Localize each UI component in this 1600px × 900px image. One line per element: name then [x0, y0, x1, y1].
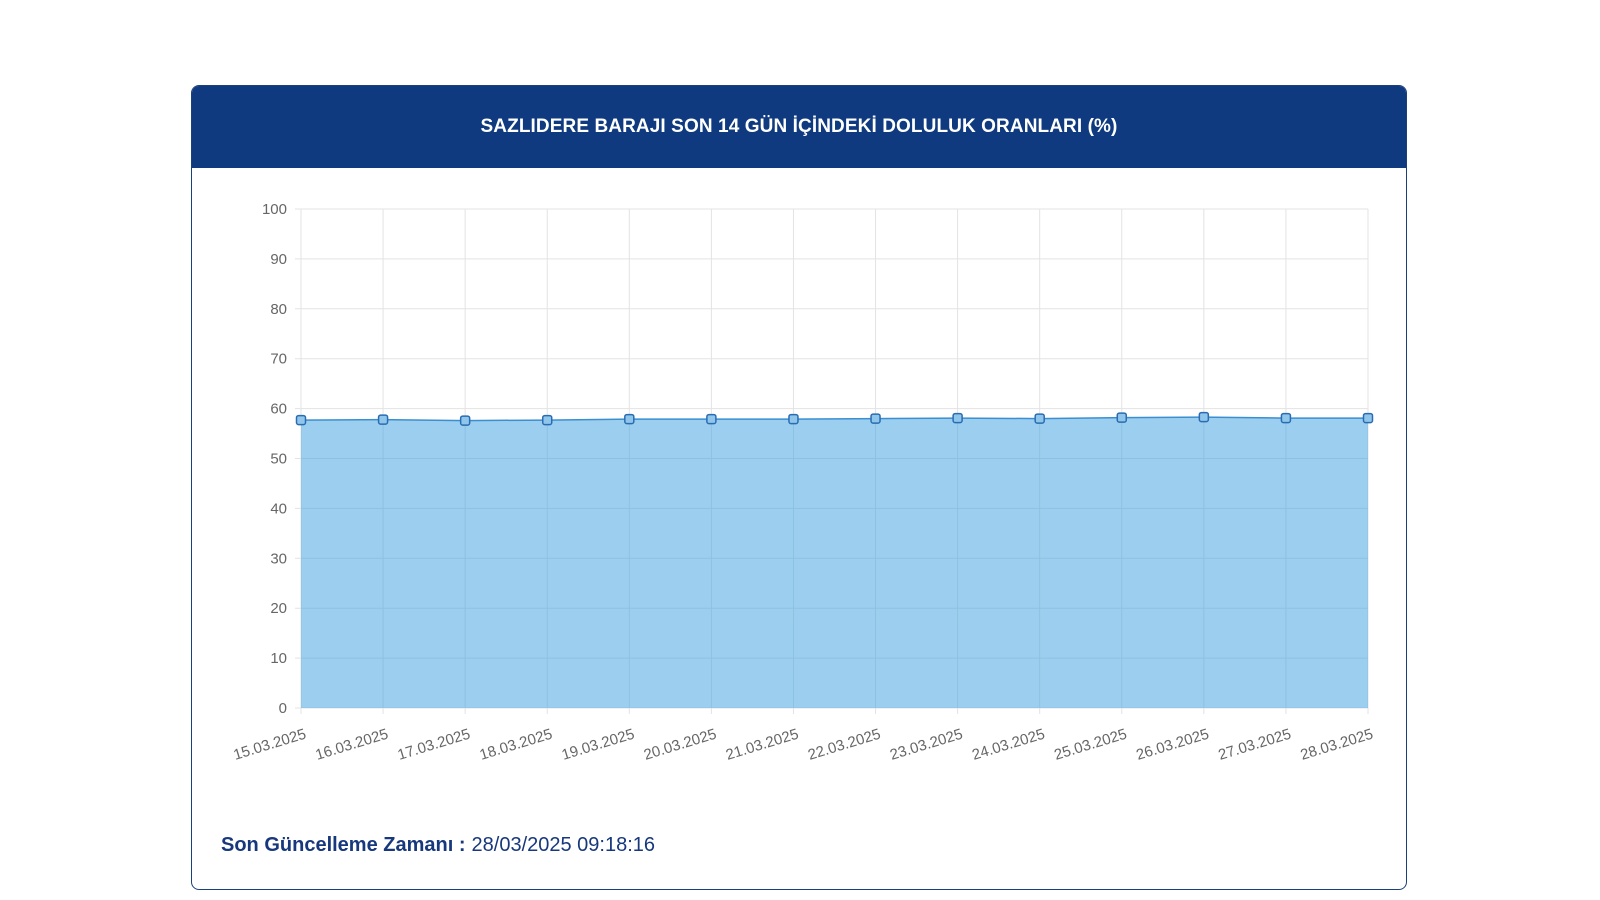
- data-point: [1280, 412, 1292, 424]
- data-point: [624, 413, 635, 425]
- x-tick-label: 24.03.2025: [970, 726, 1047, 764]
- y-tick-label: 80: [270, 301, 287, 318]
- data-point: [295, 414, 307, 426]
- data-point: [459, 415, 471, 426]
- fill-rate-chart: 0 10 20 30 40 50 60 70 80 90 100 15.03.2025 16.03.20…: [231, 201, 1375, 764]
- x-tick-label: 16.03.2025: [313, 726, 390, 764]
- x-tick-label: 22.03.2025: [806, 726, 883, 764]
- x-axis-labels: 15.03.2025 16.03.2025 17.03.2025 18.03.2025…: [231, 726, 1375, 764]
- data-point: [377, 414, 389, 425]
- y-tick-label: 70: [270, 351, 287, 368]
- card-header: SAZLIDERE BARAJI SON 14 GÜN İÇİNDEKİ DOL…: [192, 86, 1406, 168]
- series-line: [300, 416, 1368, 422]
- y-tick-label: 0: [279, 700, 287, 717]
- y-tick-label: 50: [270, 451, 287, 468]
- data-points: [295, 411, 1374, 426]
- y-tick-label: 20: [270, 600, 287, 617]
- x-tick-label: 20.03.2025: [642, 726, 719, 764]
- data-point: [1198, 411, 1210, 423]
- data-point: [706, 413, 717, 425]
- last-update-label: Son Güncelleme Zamanı :: [221, 834, 466, 856]
- y-tick-label: 60: [270, 401, 287, 418]
- chart-title: SAZLIDERE BARAJI SON 14 GÜN İÇİNDEKİ DOL…: [480, 116, 1118, 137]
- data-point: [788, 413, 799, 425]
- x-tick-label: 18.03.2025: [478, 726, 555, 764]
- dam-fill-card: SAZLIDERE BARAJI SON 14 GÜN İÇİNDEKİ DOL…: [191, 85, 1407, 890]
- data-point: [870, 413, 881, 424]
- last-update-value: 28/03/2025 09:18:16: [471, 834, 656, 856]
- x-tick-label: 21.03.2025: [724, 726, 801, 764]
- x-tick-label: 15.03.2025: [231, 726, 308, 764]
- x-tick-label: 23.03.2025: [888, 726, 965, 764]
- y-tick-label: 10: [270, 650, 287, 667]
- x-tick-label: 27.03.2025: [1216, 726, 1293, 764]
- y-tick-label: 30: [270, 550, 287, 567]
- data-point: [1034, 413, 1045, 424]
- x-tick-label: 17.03.2025: [396, 726, 473, 764]
- data-point: [1362, 412, 1374, 424]
- x-tick-label: 19.03.2025: [560, 726, 637, 764]
- x-tick-label: 25.03.2025: [1052, 726, 1129, 764]
- y-axis-labels: 0 10 20 30 40 50 60 70 80 90 100: [262, 201, 287, 717]
- data-point: [541, 414, 553, 426]
- y-tick-label: 40: [270, 500, 287, 517]
- y-tick-label: 90: [270, 251, 287, 268]
- data-point: [952, 412, 963, 424]
- data-point: [1116, 412, 1128, 423]
- last-update: Son Güncelleme Zamanı :28/03/2025 09:18:…: [221, 834, 655, 857]
- x-tick-label: 28.03.2025: [1298, 726, 1375, 764]
- y-tick-label: 100: [262, 201, 287, 218]
- area-fill: [301, 417, 1368, 708]
- x-tick-label: 26.03.2025: [1134, 726, 1211, 764]
